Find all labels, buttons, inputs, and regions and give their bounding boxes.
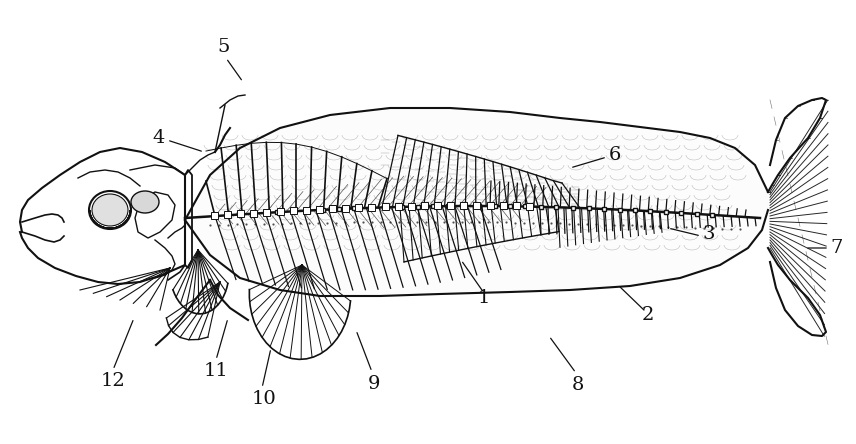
Bar	[382, 203, 389, 210]
Polygon shape	[185, 108, 768, 296]
Bar	[276, 208, 283, 215]
Text: 6: 6	[609, 146, 621, 164]
Ellipse shape	[92, 194, 128, 226]
Bar	[447, 202, 455, 209]
Bar	[421, 202, 428, 210]
Bar	[526, 202, 533, 210]
Bar	[395, 203, 401, 210]
Text: 3: 3	[703, 225, 716, 243]
Bar	[407, 202, 415, 210]
Bar	[211, 212, 218, 219]
Bar	[486, 202, 494, 209]
Bar	[289, 207, 297, 214]
Bar	[342, 205, 349, 212]
Bar	[264, 209, 270, 216]
Text: 12: 12	[101, 372, 125, 390]
Bar	[473, 202, 480, 209]
Text: 9: 9	[368, 375, 380, 393]
Bar	[368, 204, 376, 211]
Bar	[237, 210, 244, 218]
Text: 2: 2	[642, 306, 654, 324]
Text: 11: 11	[204, 362, 229, 380]
Bar	[316, 206, 323, 213]
Bar	[513, 202, 520, 210]
Text: 7: 7	[830, 239, 842, 257]
Bar	[500, 202, 507, 209]
Text: 5: 5	[217, 38, 230, 56]
Bar	[434, 202, 441, 209]
Bar	[250, 210, 258, 217]
Text: 4: 4	[152, 129, 165, 147]
Text: 8: 8	[572, 376, 584, 394]
Text: 1: 1	[478, 289, 490, 307]
Bar	[461, 202, 467, 209]
Bar	[303, 206, 310, 214]
Bar	[224, 211, 231, 218]
Bar	[355, 204, 362, 211]
Bar	[329, 205, 336, 212]
Text: 10: 10	[252, 390, 276, 408]
Ellipse shape	[131, 191, 159, 213]
